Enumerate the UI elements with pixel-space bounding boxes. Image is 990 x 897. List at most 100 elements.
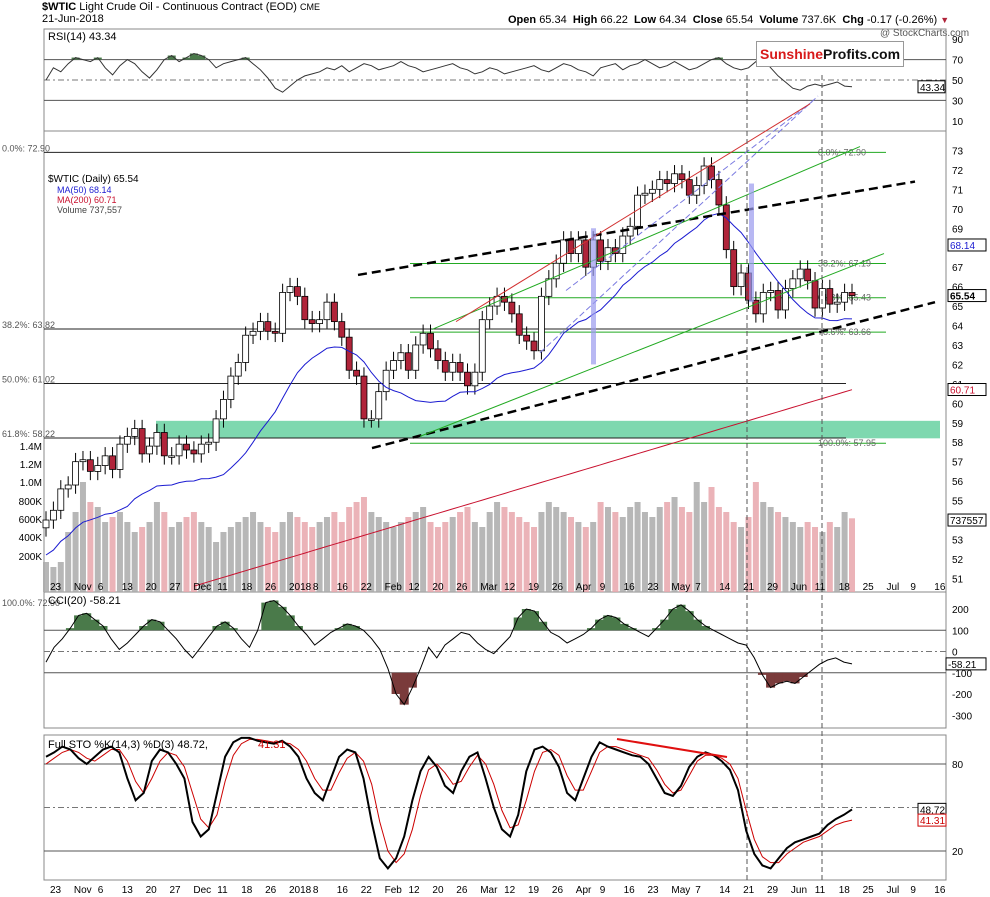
cci-positive-fill bbox=[293, 626, 303, 631]
cci-tick-label: -200 bbox=[952, 690, 972, 701]
volume-bar bbox=[79, 482, 86, 592]
logo-part2: Profits.com bbox=[823, 46, 901, 62]
candle-body bbox=[323, 301, 331, 321]
cci-positive-fill bbox=[212, 626, 222, 631]
price-tick-label: 71 bbox=[952, 185, 964, 196]
volume-bar bbox=[826, 522, 833, 592]
candle-body bbox=[397, 352, 405, 361]
volume-bar bbox=[72, 512, 79, 592]
volume-bar bbox=[57, 562, 64, 592]
rsi-last-value: 43.34 bbox=[920, 83, 945, 94]
price-x-label: 19 bbox=[528, 582, 540, 593]
sto-k-line bbox=[45, 736, 853, 870]
price-right-label: 60.71 bbox=[950, 386, 975, 397]
price-x-label: 18 bbox=[839, 582, 851, 593]
volume-bar bbox=[501, 507, 508, 592]
cci-positive-fill bbox=[676, 604, 686, 631]
bottom-x-label: 12 bbox=[409, 885, 421, 896]
price-x-label: 23 bbox=[50, 582, 62, 593]
candle-body bbox=[774, 290, 782, 311]
price-x-label: 20 bbox=[432, 582, 444, 593]
candle-body bbox=[597, 239, 604, 262]
bottom-x-label: Dec bbox=[193, 885, 211, 896]
blue-dashed-line bbox=[565, 101, 813, 291]
candle-body bbox=[841, 292, 849, 303]
volume-bar bbox=[449, 517, 456, 592]
candle-body bbox=[708, 165, 715, 181]
cci-positive-fill bbox=[90, 619, 100, 631]
candle-body bbox=[737, 272, 745, 288]
candle-body bbox=[146, 445, 153, 455]
candle-body bbox=[197, 443, 205, 455]
bottom-x-label: 13 bbox=[122, 885, 134, 896]
volume-bar bbox=[708, 487, 715, 592]
cci-last-box bbox=[945, 657, 987, 671]
candle-body bbox=[486, 305, 494, 321]
price-x-label: Mar bbox=[480, 582, 498, 593]
cci-positive-fill bbox=[65, 628, 75, 631]
price-x-label: 13 bbox=[122, 582, 134, 593]
volume-tick-label: 600K bbox=[19, 515, 43, 526]
volume-bar bbox=[627, 507, 634, 592]
cci-positive-fill bbox=[529, 611, 539, 631]
price-x-label: 26 bbox=[265, 582, 277, 593]
cci-positive-fill bbox=[513, 617, 523, 631]
cci-positive-fill bbox=[334, 628, 344, 631]
rsi-overbought-fill bbox=[71, 57, 80, 60]
volume-bar bbox=[346, 507, 353, 592]
volume-tick-label: 1.4M bbox=[20, 442, 42, 453]
price-x-label: Apr bbox=[576, 582, 592, 593]
price-tick-label: 73 bbox=[952, 146, 964, 157]
candle-body bbox=[242, 334, 250, 363]
rsi-overbought-fill bbox=[189, 53, 198, 60]
price-x-label: 8 bbox=[313, 582, 319, 593]
candle-body bbox=[234, 362, 242, 377]
sto-title: Full STO %K(14,3) %D(3) 48.72, bbox=[48, 739, 208, 751]
cci-tick-label: 100 bbox=[952, 626, 969, 637]
rsi-overbought-fill bbox=[714, 57, 723, 60]
symbol: $WTIC bbox=[42, 1, 77, 13]
cci-tick-label: -300 bbox=[952, 711, 972, 722]
price-right-box bbox=[947, 513, 987, 527]
fib-left-label: 38.2%: 63.82 bbox=[2, 320, 55, 330]
candle-body bbox=[345, 336, 353, 371]
candle-body bbox=[759, 292, 767, 315]
candle-body bbox=[382, 369, 390, 393]
cci-negative-fill bbox=[790, 672, 800, 684]
volume-bar bbox=[634, 502, 641, 592]
volume-bar bbox=[767, 507, 774, 592]
volume-bar bbox=[213, 542, 220, 592]
price-tick-label: 62 bbox=[952, 360, 964, 371]
volume-bar bbox=[723, 512, 730, 592]
bottom-x-label: 8 bbox=[313, 885, 319, 896]
price-x-label: 21 bbox=[743, 582, 755, 593]
volume-bar bbox=[656, 507, 663, 592]
volume-bar bbox=[789, 522, 796, 592]
cci-positive-fill bbox=[269, 600, 279, 631]
volume-bar bbox=[745, 517, 752, 592]
fib-right-label: 78.6%: 63.66 bbox=[818, 327, 871, 337]
support-zone bbox=[156, 420, 940, 439]
bottom-x-label: 7 bbox=[695, 885, 701, 896]
price-tick-label: 55 bbox=[952, 497, 964, 508]
rsi-overbought-fill bbox=[197, 55, 206, 60]
price-x-label: Nov bbox=[74, 582, 92, 593]
volume-bar bbox=[168, 527, 175, 592]
cci-positive-fill bbox=[220, 621, 230, 631]
volume-bar bbox=[338, 522, 345, 592]
candle-body bbox=[648, 188, 656, 194]
volume-bar bbox=[124, 522, 131, 592]
rsi-overbought-fill bbox=[93, 57, 102, 60]
volume-bar bbox=[819, 532, 826, 592]
blue-dashed-line-2 bbox=[539, 95, 819, 354]
volume-bar bbox=[220, 532, 227, 592]
cci-last-value: -58.21 bbox=[948, 660, 977, 671]
volume-bar bbox=[516, 517, 523, 592]
bottom-x-label: 9 bbox=[600, 885, 606, 896]
bottom-x-label: 26 bbox=[265, 885, 277, 896]
candle-body bbox=[360, 375, 368, 420]
candle-body bbox=[101, 455, 109, 466]
volume-bar bbox=[486, 512, 493, 592]
volume-bar bbox=[153, 502, 160, 592]
candle-body bbox=[249, 330, 257, 336]
